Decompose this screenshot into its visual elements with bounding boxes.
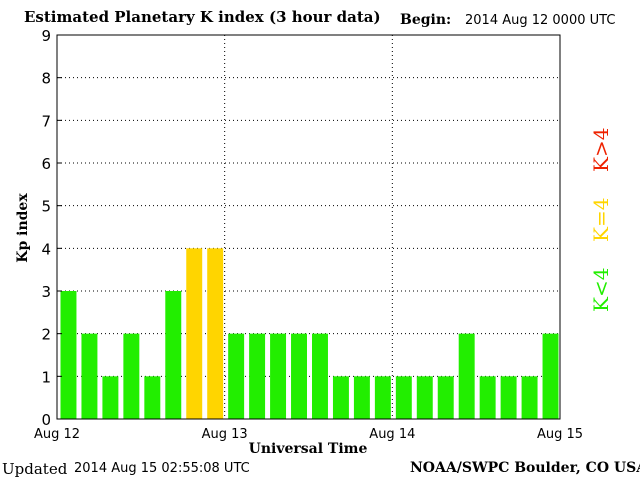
kp-bar <box>500 376 517 419</box>
kp-bar <box>353 376 370 419</box>
kp-bar <box>81 333 98 419</box>
kp-bar <box>374 376 391 419</box>
kp-bar <box>186 248 203 419</box>
kp-bar <box>332 376 349 419</box>
bars <box>60 248 559 419</box>
x-tick-label: Aug 13 <box>202 427 248 442</box>
legend-equal: K=4 <box>589 198 613 242</box>
kp-bar <box>542 333 559 419</box>
y-tick-label: 0 <box>41 411 51 429</box>
kp-bar <box>479 376 496 419</box>
kp-bar <box>144 376 161 419</box>
kp-bar <box>437 376 454 419</box>
kp-bar <box>312 333 328 419</box>
x-axis-label: Universal Time <box>249 441 368 457</box>
kp-bar <box>249 333 266 419</box>
grid-lines <box>57 35 560 419</box>
axes <box>56 34 561 420</box>
x-tick-label: Aug 15 <box>537 427 583 442</box>
y-axis-label: Kp index <box>15 193 31 263</box>
kp-bar <box>270 333 287 419</box>
y-tick-label: 1 <box>41 368 51 386</box>
y-tick-label: 8 <box>41 70 51 88</box>
kp-bar <box>521 376 538 419</box>
kp-bar <box>60 291 77 419</box>
y-tick-labels: 0 1 2 3 4 5 6 7 8 9 <box>41 27 51 429</box>
y-tick-label: 7 <box>41 112 51 130</box>
y-tick-label: 6 <box>41 155 51 173</box>
kp-bar <box>207 248 224 419</box>
updated-value: 2014 Aug 15 02:55:08 UTC <box>74 461 250 476</box>
legend-above: K>4 <box>589 128 613 172</box>
legend-below: K<4 <box>589 268 613 312</box>
x-tick-labels: Aug 12 Aug 13 Aug 14 Aug 15 <box>34 427 583 442</box>
kp-bar <box>102 376 119 419</box>
kp-bar <box>228 333 245 419</box>
plot-frame <box>56 34 561 420</box>
credit: NOAA/SWPC Boulder, CO USA <box>410 460 640 476</box>
kp-bar <box>395 376 412 419</box>
chart-title: Estimated Planetary K index (3 hour data… <box>24 8 381 26</box>
x-tick-label: Aug 14 <box>369 427 415 442</box>
kp-bar <box>291 333 307 419</box>
x-tick-label: Aug 12 <box>34 427 80 442</box>
kp-bar <box>416 376 433 419</box>
y-tick-label: 2 <box>41 326 51 344</box>
begin-label: Begin: <box>400 12 452 28</box>
kp-bar <box>165 291 182 419</box>
y-tick-label: 3 <box>41 283 51 301</box>
begin-value: 2014 Aug 12 0000 UTC <box>465 13 616 28</box>
kp-bar <box>458 333 475 419</box>
y-tick-label: 5 <box>41 198 51 216</box>
y-tick-label: 9 <box>41 27 51 45</box>
y-tick-label: 4 <box>41 240 51 258</box>
updated-label: Updated <box>2 460 68 478</box>
kp-bar <box>123 333 140 419</box>
